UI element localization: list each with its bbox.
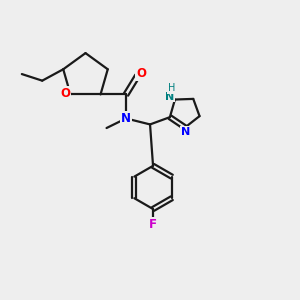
Text: N: N bbox=[165, 92, 174, 101]
Text: O: O bbox=[60, 87, 70, 100]
Text: F: F bbox=[149, 218, 157, 231]
Text: N: N bbox=[121, 112, 131, 125]
Text: O: O bbox=[136, 67, 146, 80]
Text: N: N bbox=[181, 127, 190, 136]
Text: H: H bbox=[168, 83, 175, 93]
